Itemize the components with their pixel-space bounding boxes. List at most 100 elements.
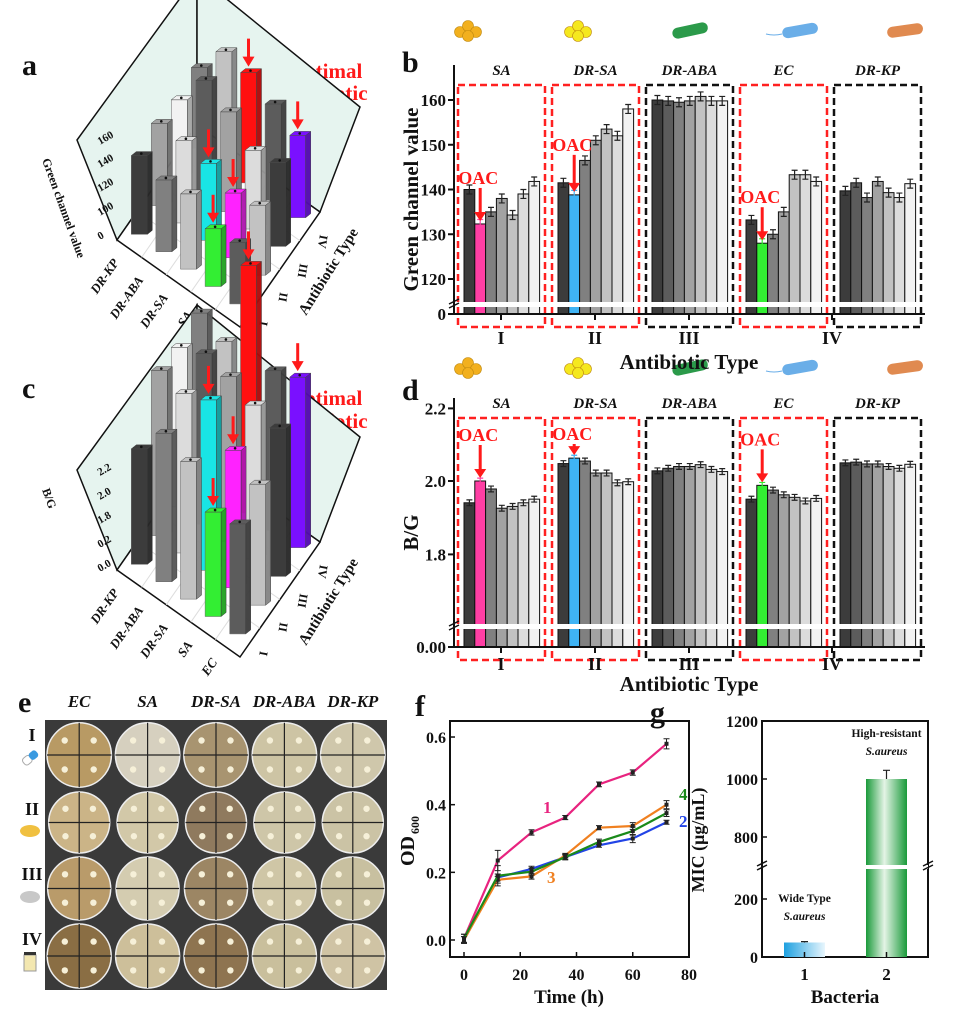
bar-front	[155, 432, 173, 582]
column-label: DR-SA	[190, 692, 241, 711]
bar-side-shade	[196, 457, 202, 600]
bar	[673, 101, 685, 315]
antibiotic-label: III	[295, 593, 311, 610]
bar-front	[269, 162, 286, 247]
bar3d	[155, 175, 178, 253]
bar	[600, 128, 613, 315]
dish-divider	[320, 924, 385, 988]
bar-side-shade	[147, 151, 153, 235]
error-dot	[189, 190, 192, 194]
antibiotic-disc	[363, 833, 370, 840]
error-bar	[665, 95, 672, 106]
petri-dish	[252, 856, 317, 921]
bar	[716, 100, 729, 315]
antibiotic-disc	[364, 766, 371, 773]
antibiotic-disc	[266, 967, 274, 974]
x-tick-label: 0	[460, 967, 468, 984]
petri-dish	[184, 791, 248, 854]
antibiotic-disc	[335, 833, 343, 840]
bar	[622, 108, 635, 315]
red-arrowhead	[242, 56, 255, 67]
data-point	[664, 741, 669, 746]
petri-dish	[320, 923, 386, 989]
error-dot	[298, 373, 302, 377]
antibiotic-disc	[130, 805, 138, 812]
error-dot	[258, 480, 262, 484]
error-bar	[697, 91, 704, 102]
oac-label: OAC	[740, 429, 780, 449]
dish-divider	[252, 857, 316, 920]
bar	[528, 180, 541, 315]
error-bar	[770, 486, 776, 494]
antibiotic-disc	[266, 766, 274, 773]
antibiotic-disc	[266, 737, 274, 744]
y-tick-label: 0	[438, 305, 447, 324]
antibiotic-disc	[335, 737, 342, 744]
bar	[495, 197, 508, 315]
error-dot	[213, 508, 217, 512]
y-tick-label: 2.2	[425, 399, 446, 418]
bar-side-shade	[171, 175, 177, 252]
antibiotic-label: II	[275, 291, 290, 303]
error-bar	[560, 177, 567, 188]
antibiotic-disc	[62, 833, 69, 840]
antibiotic-disc	[89, 805, 97, 812]
axis-break-band	[456, 302, 923, 307]
petri-dish	[46, 923, 112, 989]
antibiotic-label: IV	[315, 564, 331, 580]
y-tick-label: 130	[421, 225, 447, 244]
antibiotic-disc	[90, 871, 97, 878]
vial-cap	[24, 952, 36, 955]
error-bar	[813, 176, 820, 187]
z-axis-title: B/G	[39, 486, 59, 510]
panel-letter-b: b	[402, 46, 419, 79]
x-axis-title: Bacteria	[811, 987, 880, 1008]
data-point	[630, 829, 635, 834]
panel-letter-a: a	[22, 49, 37, 82]
y-tick-label: 0.2	[426, 865, 446, 882]
error-dot	[253, 401, 257, 405]
bar-label: Wide Type	[778, 893, 831, 905]
petri-dish	[183, 856, 249, 921]
bar	[474, 480, 487, 648]
bar3d	[248, 200, 272, 276]
petri-dish	[116, 791, 179, 854]
bar-side-shade	[265, 201, 271, 276]
coccus-cluster-yellow-icon	[564, 357, 592, 379]
error-bar	[708, 95, 715, 106]
oac-label: OAC	[458, 425, 498, 445]
oac-label: OAC	[458, 168, 498, 188]
error-bar	[582, 155, 588, 166]
bar-front	[204, 511, 222, 617]
error-bar	[520, 188, 527, 200]
antibiotic-disc	[363, 899, 371, 906]
bar	[788, 174, 801, 315]
group-label: EC	[772, 396, 794, 412]
bar-front	[204, 228, 222, 287]
bar3d	[204, 478, 227, 618]
error-bar	[907, 178, 914, 189]
data-point	[529, 869, 534, 874]
antibiotic-disc	[295, 737, 303, 744]
bar	[904, 463, 917, 648]
bar	[611, 135, 624, 315]
petri-dish	[319, 722, 386, 788]
antibiotic-label: I	[256, 320, 271, 327]
error-dot	[160, 367, 163, 370]
error-dot	[229, 108, 232, 112]
antibiotic-disc	[335, 967, 342, 974]
bar3d	[219, 107, 243, 213]
bacteria-label: DR-SA	[136, 290, 171, 331]
petri-dish	[46, 722, 113, 788]
rod	[887, 23, 923, 38]
bacteria-label: DR-KP	[87, 255, 123, 297]
antibiotic-disc	[90, 938, 97, 945]
antibiotic-disc	[295, 871, 302, 878]
error-bar	[748, 495, 755, 503]
error-bar	[498, 193, 505, 204]
error-bar	[603, 124, 610, 135]
bacteria-label: SA	[174, 638, 196, 660]
x-tick-label: 2	[882, 965, 891, 984]
error-dot	[233, 446, 237, 450]
